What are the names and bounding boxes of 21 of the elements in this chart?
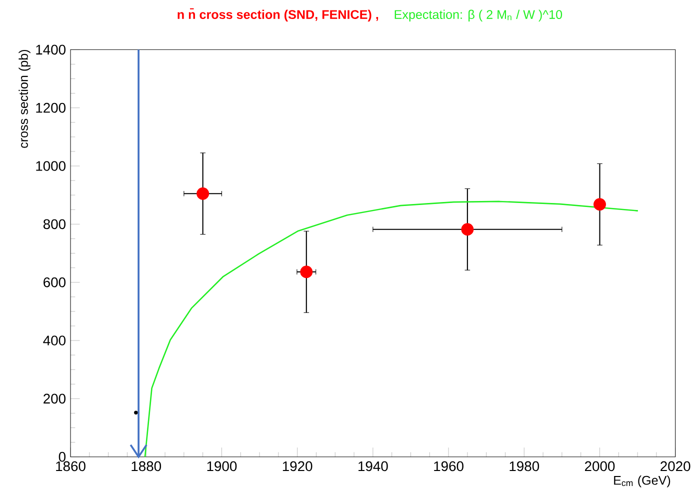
x-tick-label: 2020 — [660, 462, 690, 472]
y-axis-title: cross section (pb) — [18, 50, 30, 148]
chart-subtitle: Expectation: β ( 2 M$_{n}$ / W )^10 — [394, 10, 562, 22]
x-axis-title: E$_{cm}$ (GeV) — [614, 476, 670, 488]
y-tick-label: 400 — [43, 336, 66, 346]
x-tick-label: 1940 — [358, 462, 388, 472]
y-tick-label: 800 — [43, 219, 66, 230]
chart-title: n n̄ cross section (SND, FENICE) , — [178, 8, 378, 22]
y-tick-label: 0 — [58, 452, 66, 462]
y-tick-label: 200 — [44, 394, 66, 404]
x-tick-label: 1980 — [510, 462, 540, 472]
y-tick-label: 1000 — [36, 161, 66, 172]
y-tick-label: 1200 — [36, 103, 66, 113]
x-tick-label: 1860 — [56, 462, 86, 472]
x-tick-label: 2000 — [584, 462, 615, 472]
y-tick-label: 600 — [44, 278, 66, 288]
x-tick-label: 1900 — [207, 462, 237, 472]
x-tick-label: 1920 — [282, 462, 312, 472]
x-tick-label: 1880 — [132, 462, 162, 472]
x-tick-label: 1960 — [434, 462, 464, 472]
y-tick-label: 1400 — [36, 44, 66, 55]
